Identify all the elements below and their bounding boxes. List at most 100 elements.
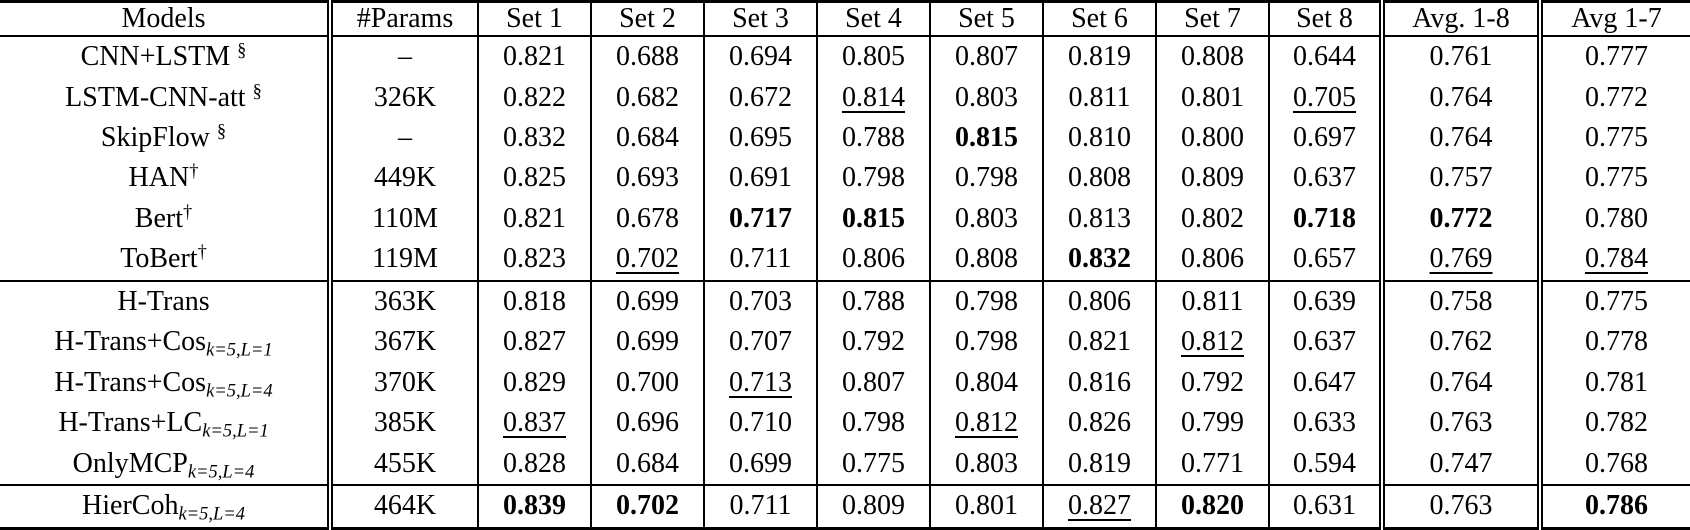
score-value: 0.820 — [1181, 490, 1244, 522]
table-row: LSTM-CNN-att § 326K 0.822 0.682 0.672 0.814 0.… — [0, 77, 1690, 118]
score-value: 0.684 — [616, 447, 679, 479]
score-cell: 0.802 — [1155, 198, 1269, 239]
score-value: 0.814 — [842, 81, 905, 113]
score-cell: 0.644 — [1268, 36, 1382, 78]
score-value: 0.637 — [1293, 326, 1356, 358]
score-cell: 0.772 — [1379, 198, 1540, 239]
score-value: 0.822 — [503, 81, 566, 113]
table-row: H-Trans+Cosk=5,L=4 370K 0.829 0.700 0.713 0.8… — [0, 362, 1690, 403]
score-cell: 0.781 — [1537, 362, 1690, 403]
score-value: 0.761 — [1429, 41, 1493, 73]
params-cell: 385K — [327, 402, 478, 444]
score-value: 0.711 — [729, 490, 792, 522]
model-cell: ToBert† — [120, 242, 207, 275]
score-cell: 0.803 — [929, 77, 1043, 118]
score-cell: 0.807 — [929, 36, 1043, 78]
score-value: 0.792 — [842, 326, 905, 358]
score-value: 0.806 — [1068, 285, 1131, 317]
score-value: 0.699 — [616, 326, 679, 358]
score-value: 0.815 — [955, 122, 1018, 154]
params-cell: 119M — [327, 238, 478, 281]
score-cell: 0.758 — [1379, 280, 1540, 323]
model-cell: HAN† — [128, 161, 199, 194]
score-cell: 0.813 — [1042, 198, 1156, 239]
score-value: 0.806 — [1181, 243, 1244, 275]
score-cell: 0.699 — [703, 443, 817, 485]
score-cell: 0.811 — [1042, 77, 1156, 118]
col-header-set8: Set 8 — [1268, 1, 1382, 36]
table-row: H-Trans+LCk=5,L=1 385K 0.837 0.696 0.710 0.79… — [0, 402, 1690, 444]
score-cell: 0.811 — [1155, 280, 1269, 323]
score-value: 0.798 — [955, 326, 1018, 358]
score-cell: 0.801 — [929, 484, 1043, 529]
score-cell: 0.702 — [590, 238, 704, 281]
score-value: 0.813 — [1068, 202, 1131, 234]
score-cell: 0.801 — [1155, 77, 1269, 118]
col-header-set1: Set 1 — [477, 1, 591, 36]
score-value: 0.809 — [842, 490, 905, 522]
score-value: 0.809 — [1181, 162, 1244, 194]
score-cell: 0.800 — [1155, 117, 1269, 159]
score-cell: 0.775 — [1537, 280, 1690, 323]
score-value: 0.702 — [616, 243, 679, 275]
score-value: 0.798 — [955, 162, 1018, 194]
score-value: 0.807 — [842, 366, 905, 398]
score-value: 0.747 — [1429, 447, 1493, 479]
params-cell: 363K — [327, 280, 478, 323]
score-cell: 0.808 — [1042, 158, 1156, 199]
score-cell: 0.798 — [929, 280, 1043, 323]
score-value: 0.812 — [1181, 326, 1244, 358]
score-cell: 0.806 — [1042, 280, 1156, 323]
score-cell: 0.798 — [816, 402, 930, 444]
score-cell: 0.769 — [1379, 238, 1540, 281]
score-cell: 0.806 — [816, 238, 930, 281]
score-value: 0.806 — [842, 243, 905, 275]
score-value: 0.678 — [616, 202, 679, 234]
params-cell: 464K — [327, 484, 478, 529]
score-value: 0.778 — [1585, 326, 1648, 358]
score-value: 0.801 — [955, 490, 1018, 522]
model-subscript: k=5,L=4 — [187, 461, 255, 482]
score-cell: 0.771 — [1155, 443, 1269, 485]
score-cell: 0.710 — [703, 402, 817, 444]
table-row: HAN† 449K 0.825 0.693 0.691 0.798 0.798 0.808 0.… — [0, 158, 1690, 199]
score-cell: 0.804 — [929, 362, 1043, 403]
score-value: 0.815 — [842, 202, 905, 234]
table-row: OnlyMCPk=5,L=4 455K 0.828 0.684 0.699 0.775 0.… — [0, 443, 1690, 485]
score-value: 0.812 — [955, 407, 1018, 439]
score-cell: 0.764 — [1379, 362, 1540, 403]
score-cell: 0.639 — [1268, 280, 1382, 323]
score-cell: 0.805 — [816, 36, 930, 78]
score-value: 0.782 — [1585, 407, 1648, 439]
table-row: H-Trans+Cosk=5,L=1 367K 0.827 0.699 0.707 0.7… — [0, 322, 1690, 363]
score-value: 0.832 — [1068, 243, 1131, 275]
score-cell: 0.826 — [1042, 402, 1156, 444]
score-cell: 0.819 — [1042, 36, 1156, 78]
score-cell: 0.775 — [1537, 158, 1690, 199]
score-value: 0.705 — [1293, 81, 1356, 113]
score-value: 0.798 — [842, 162, 905, 194]
score-value: 0.631 — [1293, 490, 1356, 522]
model-cell: LSTM-CNN-att § — [65, 80, 262, 113]
score-value: 0.819 — [1068, 447, 1131, 479]
score-value: 0.798 — [842, 407, 905, 439]
score-value: 0.657 — [1293, 243, 1356, 275]
score-cell: 0.631 — [1268, 484, 1382, 529]
params-cell: 370K — [327, 362, 478, 403]
score-value: 0.818 — [503, 285, 566, 317]
score-cell: 0.696 — [590, 402, 704, 444]
footnote-marker: § — [252, 80, 262, 101]
score-value: 0.803 — [955, 447, 1018, 479]
score-cell: 0.829 — [477, 362, 591, 403]
score-value: 0.792 — [1181, 366, 1244, 398]
score-cell: 0.682 — [590, 77, 704, 118]
score-value: 0.823 — [503, 243, 566, 275]
model-cell: HierCohk=5,L=4 — [82, 490, 245, 524]
score-value: 0.717 — [729, 202, 792, 234]
score-value: 0.694 — [729, 41, 792, 73]
score-value: 0.808 — [1181, 41, 1244, 73]
score-cell: 0.806 — [1155, 238, 1269, 281]
score-cell: 0.821 — [1042, 322, 1156, 363]
score-value: 0.810 — [1068, 122, 1131, 154]
score-value: 0.777 — [1585, 41, 1648, 73]
